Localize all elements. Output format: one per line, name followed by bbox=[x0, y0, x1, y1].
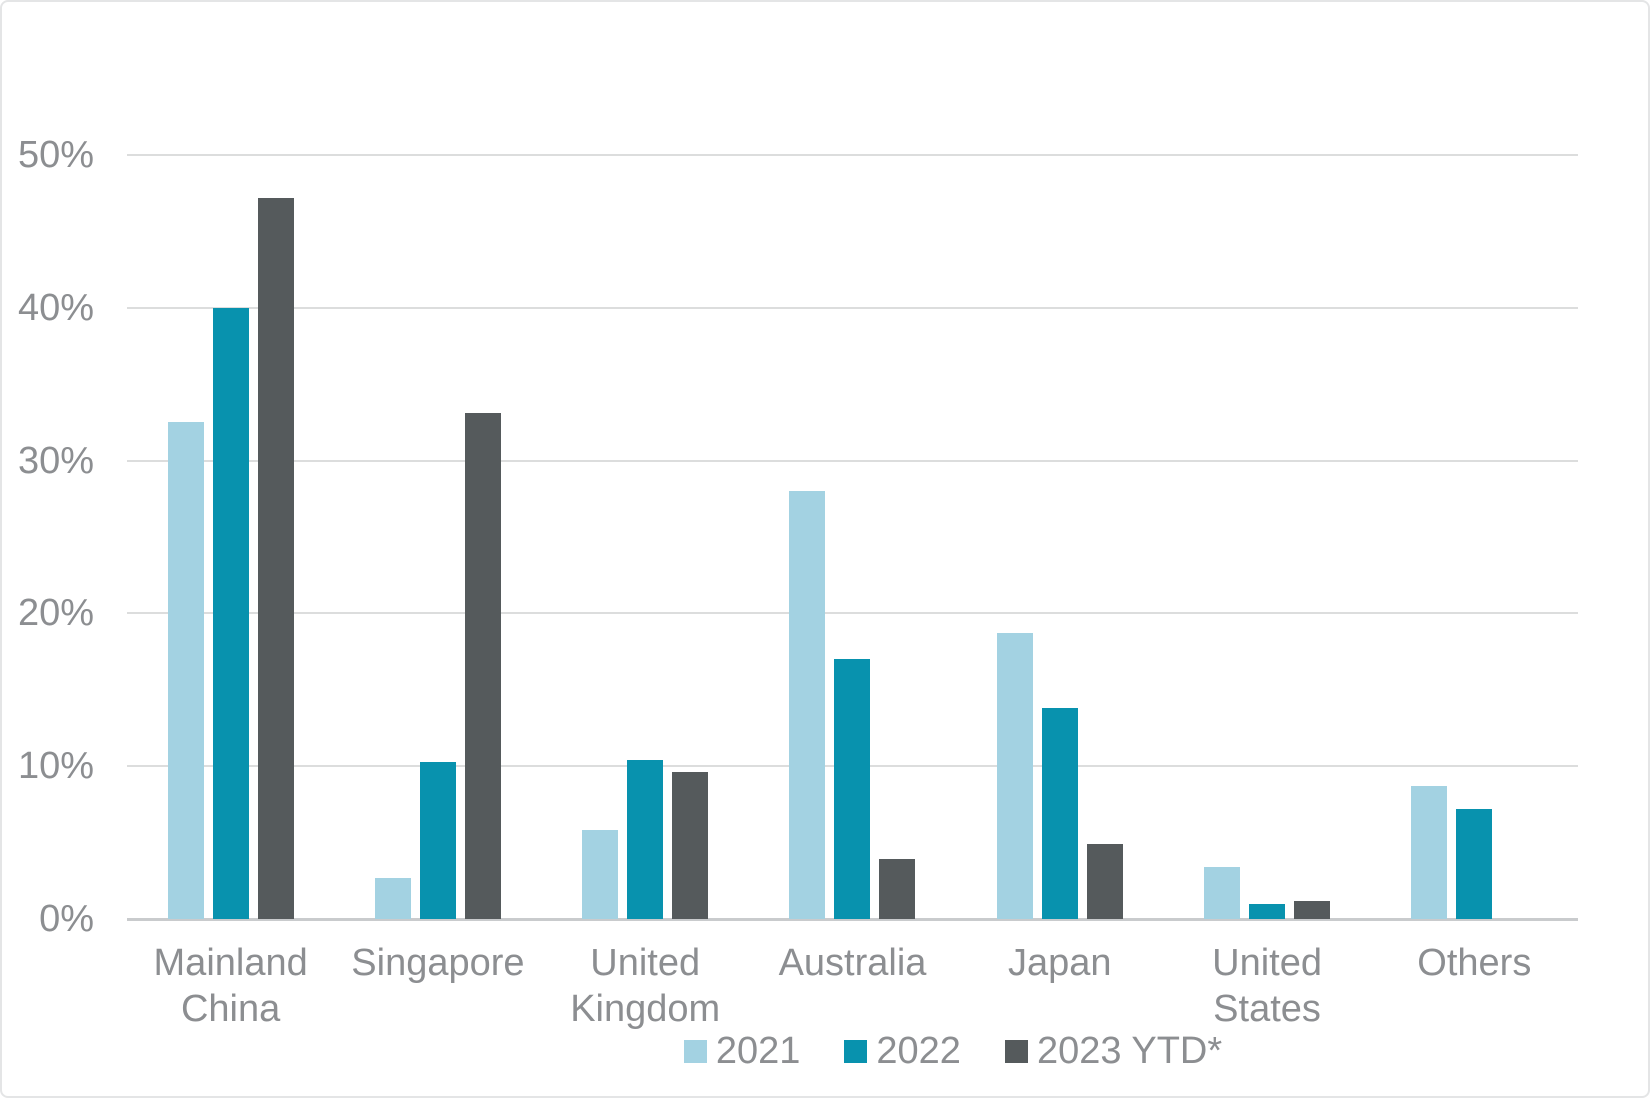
category-label: Singapore bbox=[351, 942, 525, 984]
bar bbox=[1086, 844, 1123, 919]
y-tick-label: 10% bbox=[17, 745, 94, 788]
x-axis-line bbox=[127, 918, 1578, 921]
y-tick-label: 50% bbox=[17, 134, 94, 176]
legend: 2021 2022 2023 YTD* bbox=[130, 1030, 1648, 1073]
bar bbox=[1204, 867, 1241, 919]
category-label: United States bbox=[1212, 942, 1322, 1030]
legend-item: 2022 bbox=[844, 1030, 961, 1073]
legend-label: 2021 bbox=[715, 1030, 801, 1072]
category-label: Mainland China bbox=[153, 942, 308, 1030]
category-label: Others bbox=[1417, 942, 1532, 984]
gridline bbox=[127, 306, 1578, 309]
bar-group bbox=[749, 155, 956, 919]
legend-label: 2022 bbox=[876, 1030, 961, 1072]
legend-swatch-icon bbox=[1004, 1040, 1028, 1063]
bar-group bbox=[956, 155, 1163, 919]
legend-swatch-icon bbox=[683, 1040, 707, 1063]
category-label: United Kingdom bbox=[570, 942, 721, 1030]
bar bbox=[996, 633, 1033, 919]
bar bbox=[374, 877, 411, 919]
bar bbox=[879, 859, 916, 919]
bar bbox=[167, 422, 204, 919]
bar bbox=[672, 772, 709, 919]
bar bbox=[1456, 808, 1493, 919]
bar bbox=[582, 830, 619, 919]
x-axis-category-labels: Mainland China Singapore United Kingdom Aus… bbox=[127, 940, 1578, 1032]
bar-group bbox=[334, 155, 541, 919]
bar-group bbox=[127, 155, 334, 919]
gridline bbox=[127, 154, 1578, 156]
plot-area bbox=[127, 154, 1578, 921]
gridline bbox=[127, 612, 1578, 615]
legend-item: 2023 YTD* bbox=[1004, 1030, 1223, 1073]
bar bbox=[1249, 903, 1286, 919]
y-tick-label: 20% bbox=[17, 592, 94, 635]
category-label: Australia bbox=[778, 942, 927, 984]
bar bbox=[257, 197, 294, 919]
bar bbox=[1294, 900, 1331, 919]
y-tick-label: 40% bbox=[17, 286, 94, 329]
legend-label: 2023 YTD* bbox=[1036, 1030, 1223, 1072]
bar-group bbox=[542, 155, 749, 919]
bar-group bbox=[1163, 155, 1370, 919]
bar bbox=[212, 307, 249, 919]
legend-item: 2021 bbox=[683, 1030, 801, 1073]
y-tick-label: 0% bbox=[39, 898, 94, 940]
bar bbox=[789, 491, 826, 919]
legend-swatch-icon bbox=[844, 1040, 868, 1063]
bar bbox=[834, 659, 871, 919]
category-label: Japan bbox=[1007, 942, 1112, 984]
bar bbox=[419, 761, 456, 919]
bars-row bbox=[127, 155, 1578, 919]
gridline bbox=[127, 459, 1578, 462]
y-tick-label: 30% bbox=[17, 439, 94, 482]
bar bbox=[627, 760, 664, 919]
bar bbox=[1041, 708, 1078, 919]
bar bbox=[464, 413, 501, 919]
bar bbox=[1411, 786, 1448, 919]
bar-group bbox=[1371, 155, 1578, 919]
